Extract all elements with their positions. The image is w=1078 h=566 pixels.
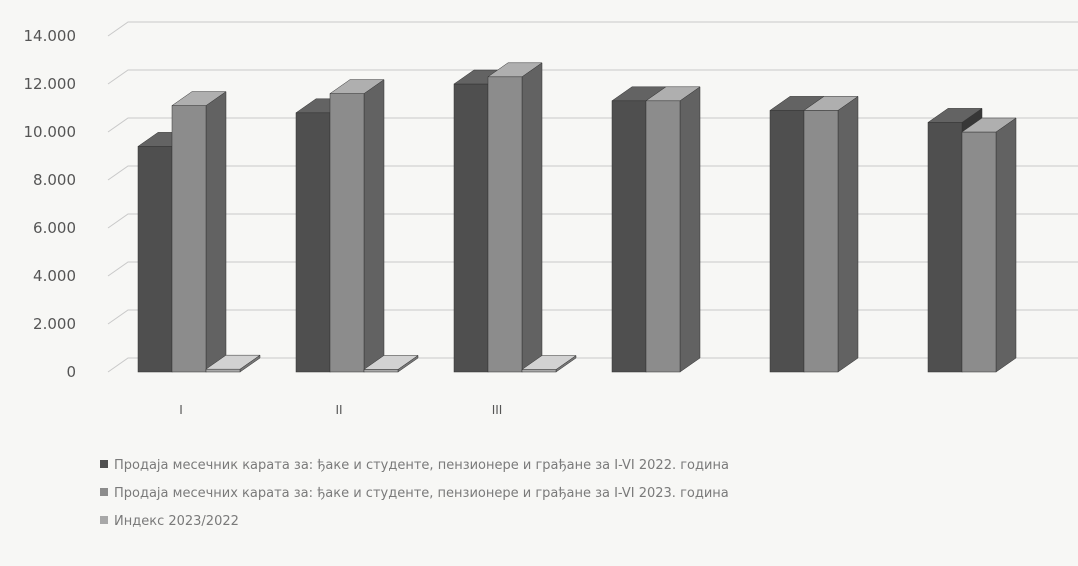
gridline bbox=[107, 21, 1078, 37]
bar-top bbox=[803, 96, 859, 111]
gridline bbox=[107, 309, 1078, 325]
bar-top bbox=[487, 62, 543, 78]
bar-s1 bbox=[171, 91, 227, 373]
x-tick-label: II bbox=[335, 403, 342, 417]
legend-item-2022: Продаја месечник карата за: ђаке и студе… bbox=[100, 452, 1060, 480]
bar-front bbox=[205, 368, 241, 373]
gridline bbox=[107, 117, 1078, 133]
bar-front bbox=[521, 369, 557, 373]
bar-front bbox=[295, 112, 331, 373]
bar-side bbox=[679, 86, 701, 373]
gridline bbox=[107, 357, 1078, 373]
legend-label-index: Индекс 2023/2022 bbox=[114, 514, 239, 529]
bar-s2 bbox=[363, 354, 419, 373]
y-tick-label: 10.000 bbox=[24, 123, 77, 141]
bar-top bbox=[521, 355, 577, 370]
y-tick-label: 4.000 bbox=[33, 267, 76, 285]
gridlines bbox=[107, 21, 1078, 373]
legend-label-2022: Продаја месечник карата за: ђаке и студе… bbox=[114, 458, 729, 473]
bar-s1 bbox=[487, 62, 543, 373]
bar-top bbox=[927, 108, 983, 123]
y-tick-label: 6.000 bbox=[33, 219, 76, 237]
legend-swatch-2022 bbox=[100, 460, 108, 468]
bar-front bbox=[487, 76, 523, 373]
bar-s2 bbox=[205, 354, 261, 373]
gridline bbox=[107, 165, 1078, 181]
bar-top bbox=[645, 86, 701, 102]
y-tick-label: 0 bbox=[66, 363, 76, 381]
bar-s1 bbox=[329, 79, 385, 373]
bar-front bbox=[961, 131, 997, 373]
bar-side bbox=[205, 91, 227, 373]
bar-side bbox=[837, 95, 859, 373]
bar-s1 bbox=[803, 95, 859, 373]
gridline bbox=[107, 261, 1078, 277]
bar-side bbox=[995, 117, 1017, 373]
bar-front bbox=[927, 122, 963, 373]
bar-s1 bbox=[961, 117, 1017, 373]
bar-s1 bbox=[645, 86, 701, 373]
bar-front bbox=[453, 83, 489, 373]
bar-front bbox=[329, 93, 365, 373]
bar-top bbox=[205, 354, 261, 370]
bar-top bbox=[961, 117, 1017, 133]
bar-front bbox=[611, 100, 647, 373]
bar-front bbox=[803, 110, 839, 373]
legend-label-2023: Продаја месечних карата за: ђаке и студе… bbox=[114, 486, 729, 501]
legend-swatch-index bbox=[100, 516, 108, 524]
bar-top bbox=[171, 91, 227, 106]
legend: Продаја месечник карата за: ђаке и студе… bbox=[100, 452, 1060, 536]
bar-front bbox=[363, 369, 399, 373]
bar-side bbox=[521, 62, 543, 373]
y-tick-label: 12.000 bbox=[24, 75, 77, 93]
legend-item-index: Индекс 2023/2022 bbox=[100, 508, 1060, 536]
gridline bbox=[107, 213, 1078, 229]
x-tick-label: III bbox=[492, 403, 503, 417]
gridline bbox=[107, 69, 1078, 85]
bar-side bbox=[363, 79, 385, 373]
legend-swatch-2023 bbox=[100, 488, 108, 496]
bar-front bbox=[769, 110, 805, 373]
bar-chart: 0 2.000 4.000 6.000 8.000 10.000 12.000 14.000 I… bbox=[24, 21, 1078, 417]
bar-top bbox=[363, 355, 419, 370]
bar-front bbox=[171, 105, 207, 373]
bar-front bbox=[137, 146, 173, 373]
y-tick-label: 8.000 bbox=[33, 171, 76, 189]
bar-top bbox=[329, 79, 385, 94]
x-tick-label: I bbox=[179, 403, 183, 417]
legend-item-2023: Продаја месечних карата за: ђаке и студе… bbox=[100, 480, 1060, 508]
y-tick-label: 14.000 bbox=[24, 27, 77, 45]
bars bbox=[137, 62, 1017, 373]
y-tick-label: 2.000 bbox=[33, 315, 76, 333]
bar-front bbox=[645, 100, 681, 373]
bar-s2 bbox=[521, 355, 577, 373]
